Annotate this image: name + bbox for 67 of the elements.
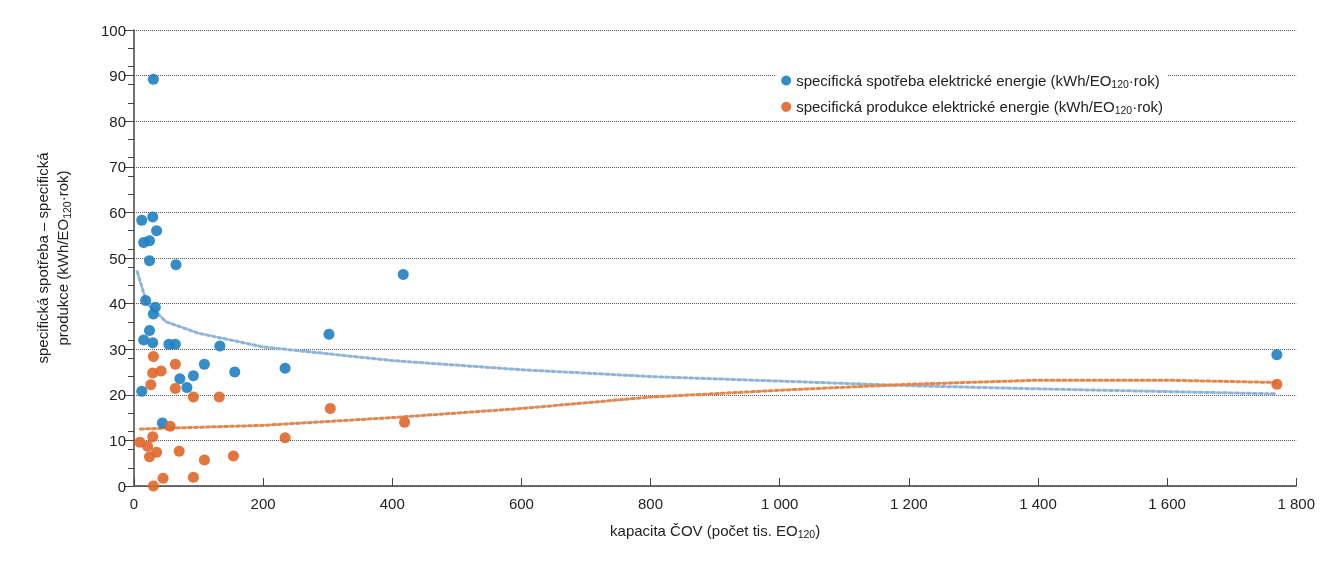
- x-tick-label: 1 000: [760, 495, 799, 512]
- point: [213, 391, 225, 403]
- point: [138, 334, 150, 346]
- point: [136, 214, 148, 226]
- point: [187, 471, 199, 483]
- point: [136, 385, 148, 397]
- point: [157, 472, 169, 484]
- point: [144, 451, 155, 463]
- x-tick-label: 400: [379, 495, 405, 512]
- point: [169, 358, 181, 370]
- line-series: [135, 270, 1279, 396]
- point: [140, 294, 152, 306]
- point: [147, 351, 159, 362]
- point: [399, 416, 411, 428]
- point: [324, 402, 336, 414]
- x-tick-label: 1 200: [890, 495, 928, 512]
- point: [169, 382, 181, 394]
- point: [147, 211, 159, 223]
- y-tick-label: 40: [109, 295, 126, 313]
- point: [1271, 349, 1283, 361]
- point: [229, 366, 241, 378]
- y-tick-label: 20: [109, 386, 126, 404]
- x-tick-label: 800: [638, 495, 664, 512]
- point: [198, 358, 210, 370]
- point: [147, 480, 159, 492]
- point: [144, 235, 155, 247]
- point: [279, 362, 291, 374]
- point: [151, 225, 163, 237]
- x-tick-label: 1 400: [1019, 495, 1057, 512]
- point: [1271, 378, 1283, 390]
- y-tick-label: 80: [109, 112, 126, 130]
- point: [134, 436, 146, 448]
- point: [187, 370, 199, 382]
- point: [147, 337, 159, 349]
- point: [279, 432, 291, 444]
- point: [147, 308, 159, 320]
- point: [181, 382, 193, 393]
- point: [145, 379, 157, 391]
- point: [144, 325, 155, 336]
- point: [173, 445, 185, 457]
- y-tick-label: 30: [109, 340, 126, 358]
- point: [397, 268, 409, 280]
- y-tick-label: 50: [109, 249, 126, 267]
- point: [169, 338, 181, 350]
- x-tick-label: 0: [129, 495, 139, 512]
- point: [147, 73, 159, 85]
- point: [170, 259, 182, 271]
- point: [144, 255, 155, 267]
- x-tick-label: 600: [508, 495, 534, 512]
- point: [323, 328, 335, 340]
- point: [174, 373, 186, 385]
- x-tick-label: 1 800: [1277, 495, 1316, 512]
- point: [227, 450, 239, 462]
- y-tick-label: 100: [100, 21, 126, 39]
- y-tick-label: 70: [109, 158, 126, 176]
- y-tick-label: 90: [109, 67, 126, 85]
- point: [147, 431, 159, 443]
- point: [155, 365, 167, 377]
- x-tick-label: 200: [250, 495, 276, 512]
- x-tick-label: 1 600: [1148, 495, 1186, 512]
- point: [164, 420, 176, 432]
- y-tick-label: 60: [109, 203, 126, 221]
- y-tick-label: 0: [117, 477, 126, 495]
- y-tick-label: 10: [109, 431, 126, 449]
- point: [214, 340, 226, 352]
- point: [187, 391, 199, 403]
- point: [198, 454, 210, 466]
